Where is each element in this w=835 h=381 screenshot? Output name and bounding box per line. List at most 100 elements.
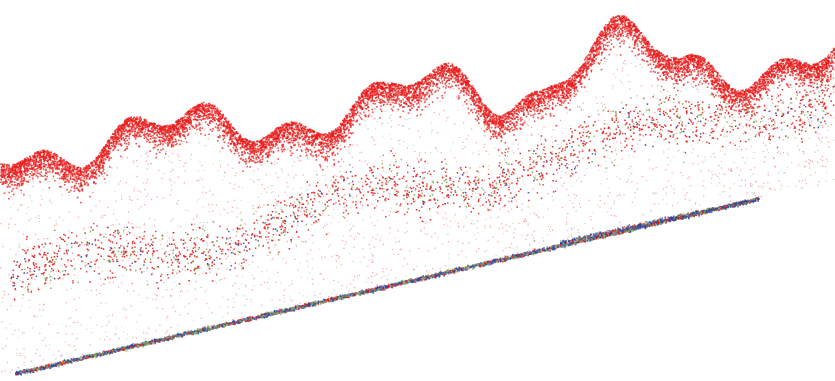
point [33,153,36,156]
point [795,70,798,73]
point [322,143,325,146]
point [306,143,308,145]
point [45,168,47,171]
point [400,90,402,92]
point [469,98,471,100]
point [379,84,381,86]
point [206,123,209,126]
point [430,91,433,94]
point [612,19,614,21]
point [534,93,537,95]
point [351,123,354,126]
point [182,126,184,128]
point [143,124,145,127]
point [818,61,820,64]
point [126,146,128,148]
point [592,61,594,63]
point [327,138,329,141]
point [818,69,820,71]
point [806,74,809,77]
point [217,117,220,120]
point [666,77,668,80]
point [350,118,352,120]
point [112,143,114,145]
point [74,187,76,190]
point [455,79,457,82]
point [64,174,67,176]
point [336,137,339,140]
point [353,113,355,115]
point [796,61,799,63]
point [661,55,664,57]
point [365,108,368,110]
point [459,75,462,78]
point [418,90,421,93]
point [374,103,376,105]
point [203,114,206,116]
point [300,150,303,152]
point [91,169,93,172]
point [519,123,522,126]
point [647,55,650,57]
point [226,121,228,123]
point [164,152,167,155]
point [703,75,706,77]
point [499,125,501,127]
point [272,151,275,154]
point [1,173,4,175]
point [110,147,112,149]
point [174,143,177,146]
canopy-points-layer [0,15,835,204]
point [527,98,529,100]
point [437,68,440,70]
point [129,129,132,132]
point [218,121,221,123]
point [326,160,328,162]
point [52,170,54,172]
point [674,59,676,62]
point [35,163,37,165]
point [254,145,256,147]
point [223,123,226,125]
point [302,127,305,130]
point [296,124,299,127]
point [138,135,141,137]
point [489,114,492,116]
point [273,131,276,133]
point [420,100,423,103]
point [747,96,750,99]
point [753,88,756,90]
point [337,161,340,163]
point [521,107,523,109]
point [223,137,226,139]
point [541,105,543,107]
point [227,142,230,144]
point [241,142,244,145]
point [739,116,742,118]
point [117,149,119,151]
point [62,175,65,178]
point [436,68,439,71]
point [670,77,673,79]
point [554,96,556,99]
point [533,104,535,107]
point [661,58,664,61]
point [762,83,765,85]
point [452,80,454,83]
point [360,102,362,105]
point [829,54,832,56]
point [364,105,367,107]
point [359,107,361,109]
point [592,44,594,47]
point [495,117,497,120]
point [392,101,394,104]
point [378,90,381,92]
point [511,129,514,131]
point [744,102,747,105]
point [812,90,815,92]
point [428,95,430,98]
point [514,117,516,120]
point [575,93,577,96]
point [436,70,438,73]
